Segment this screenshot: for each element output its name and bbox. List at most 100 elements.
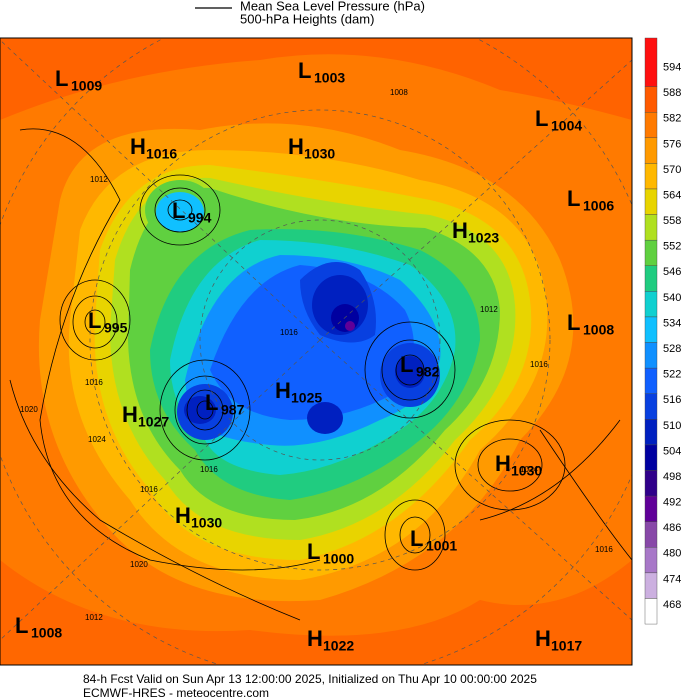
contour-label: 1008 (390, 88, 408, 97)
colorbar-label: 540 (663, 292, 681, 304)
colorbar-label: 564 (663, 189, 681, 201)
contour-label: 1016 (530, 360, 548, 369)
colorbar-label: 576 (663, 138, 681, 150)
colorbar-swatch (644, 239, 658, 266)
center-letter: L (567, 186, 580, 211)
center-value: 987 (221, 402, 245, 418)
colorbar-swatch (644, 393, 658, 420)
colorbar-label: 594 (663, 61, 681, 73)
contour-label: 1020 (20, 405, 38, 414)
colorbar-swatch (644, 214, 658, 241)
center-letter: L (410, 526, 423, 551)
colorbar-label: 534 (663, 317, 681, 329)
colorbar-label: 492 (663, 497, 681, 509)
contour-label: 1024 (520, 465, 538, 474)
colorbar: 594 588 582 576 570 564 558 552 546 540 534 528 522 5… (644, 37, 681, 625)
center-letter: H (122, 402, 138, 427)
colorbar-swatch (644, 547, 658, 574)
center-value: 1016 (146, 146, 177, 162)
center-letter: H (307, 626, 323, 651)
colorbar-label: 474 (663, 573, 681, 585)
colorbar-label: 486 (663, 522, 681, 534)
center-value: 1000 (323, 551, 354, 567)
center-value: 1030 (191, 515, 222, 531)
footer-line2: ECMWF-HRES - meteocentre.com (83, 686, 269, 700)
center-letter: L (88, 308, 101, 333)
footer-line1: 84-h Fcst Valid on Sun Apr 13 12:00:00 2… (83, 672, 537, 686)
center-value: 1023 (468, 230, 499, 246)
center-value: 1008 (583, 322, 614, 338)
contour-label: 1012 (90, 175, 108, 184)
colorbar-label: 546 (663, 266, 681, 278)
center-letter: H (288, 134, 304, 159)
center-letter: L (172, 198, 185, 223)
colorbar-swatch (644, 342, 658, 369)
center-value: 1022 (323, 638, 354, 654)
center-value: 1006 (583, 198, 614, 214)
colorbar-swatch (644, 598, 658, 625)
center-letter: H (175, 503, 191, 528)
center-value: 1003 (314, 70, 345, 86)
contour-label: 1016 (200, 465, 218, 474)
center-letter: H (495, 451, 511, 476)
colorbar-swatch (644, 163, 658, 190)
contour-label: 1012 (480, 305, 498, 314)
center-letter: L (298, 58, 311, 83)
colorbar-swatch (644, 495, 658, 522)
colorbar-label: 588 (663, 87, 681, 99)
contour-label: 1016 (85, 378, 103, 387)
colorbar-label: 510 (663, 420, 681, 432)
colorbar-swatch (644, 316, 658, 343)
center-value: 1017 (551, 638, 582, 654)
colorbar-label: 552 (663, 241, 681, 253)
contour-label: 1012 (85, 613, 103, 622)
colorbar-swatch (644, 86, 658, 113)
legend-heights: 500-hPa Heights (dam) (240, 11, 374, 26)
colorbar-label: 516 (663, 394, 681, 406)
center-letter: L (205, 390, 218, 415)
center-letter: L (567, 310, 580, 335)
center-letter: L (535, 106, 548, 131)
center-value: 1008 (31, 625, 62, 641)
colorbar-label: 498 (663, 471, 681, 483)
colorbar-swatch (644, 37, 658, 87)
center-letter: L (55, 66, 68, 91)
colorbar-label: 504 (663, 445, 681, 457)
center-value: 1001 (426, 538, 457, 554)
contour-labels: 1012 1016 1020 1024 1016 1020 1012 1008 1016 1012… (20, 88, 613, 622)
center-value: 1009 (71, 78, 102, 94)
center-value: 1027 (138, 414, 169, 430)
colorbar-label: 522 (663, 369, 681, 381)
colorbar-swatch (644, 188, 658, 215)
colorbar-label: 558 (663, 215, 681, 227)
colorbar-label: 582 (663, 113, 681, 125)
center-value: 995 (104, 320, 128, 336)
center-letter: L (400, 352, 413, 377)
colorbar-swatch (644, 367, 658, 394)
colorbar-label: 528 (663, 343, 681, 355)
colorbar-swatch (644, 265, 658, 292)
contour-label: 1024 (88, 435, 106, 444)
colorbar-label: 480 (663, 548, 681, 560)
colorbar-label: 570 (663, 164, 681, 176)
center-letter: H (535, 626, 551, 651)
center-value: 994 (188, 210, 212, 226)
contour-label: 1020 (130, 560, 148, 569)
colorbar-swatch (644, 444, 658, 471)
colorbar-swatch (644, 572, 658, 599)
contour-label: 1016 (595, 545, 613, 554)
contour-label: 1016 (280, 328, 298, 337)
center-value: 1025 (291, 390, 322, 406)
contour-label: 1016 (140, 485, 158, 494)
colorbar-swatch (644, 470, 658, 497)
center-letter: L (307, 539, 320, 564)
colorbar-swatch (644, 521, 658, 548)
legend-mslp: Mean Sea Level Pressure (hPa) (240, 0, 425, 13)
center-letter: H (452, 218, 468, 243)
center-letter: H (130, 134, 146, 159)
colorbar-swatch (644, 419, 658, 446)
map (0, 37, 633, 666)
center-value: 1004 (551, 118, 582, 134)
